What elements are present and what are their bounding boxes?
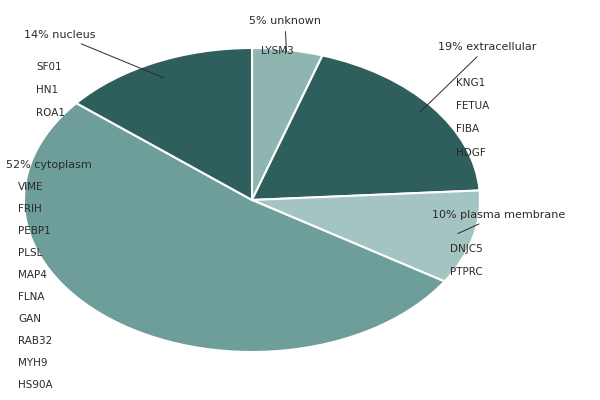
Text: PEBP1: PEBP1 xyxy=(18,226,51,236)
Text: 10% plasma membrane: 10% plasma membrane xyxy=(432,210,565,234)
Text: ROA1: ROA1 xyxy=(36,108,65,118)
Text: MAP4: MAP4 xyxy=(18,270,47,280)
Text: GAN: GAN xyxy=(18,314,41,324)
Text: LYSM3: LYSM3 xyxy=(261,46,294,56)
Text: DNJC5: DNJC5 xyxy=(450,244,483,254)
Wedge shape xyxy=(252,48,322,200)
Wedge shape xyxy=(24,103,445,352)
Text: 5% unknown: 5% unknown xyxy=(249,16,321,52)
Text: FETUA: FETUA xyxy=(456,101,489,111)
Text: KNG1: KNG1 xyxy=(456,78,485,88)
Text: FRIH: FRIH xyxy=(18,204,42,214)
Wedge shape xyxy=(76,48,252,200)
Text: PLSL: PLSL xyxy=(18,248,43,258)
Text: VIME: VIME xyxy=(18,182,44,192)
Text: HN1: HN1 xyxy=(36,85,58,95)
Text: HDGF: HDGF xyxy=(456,148,486,158)
Text: FIBA: FIBA xyxy=(456,124,479,134)
Text: MYH9: MYH9 xyxy=(18,358,47,368)
Text: 14% nucleus: 14% nucleus xyxy=(24,30,164,78)
Text: SF01: SF01 xyxy=(36,62,62,72)
Text: 52% cytoplasm: 52% cytoplasm xyxy=(6,160,92,170)
Wedge shape xyxy=(252,190,480,282)
Text: 19% extracellular: 19% extracellular xyxy=(420,42,536,112)
Text: RAB32: RAB32 xyxy=(18,336,52,346)
Wedge shape xyxy=(252,56,479,200)
Text: PTPRC: PTPRC xyxy=(450,267,483,277)
Text: HS90A: HS90A xyxy=(18,380,53,390)
Text: FLNA: FLNA xyxy=(18,292,44,302)
